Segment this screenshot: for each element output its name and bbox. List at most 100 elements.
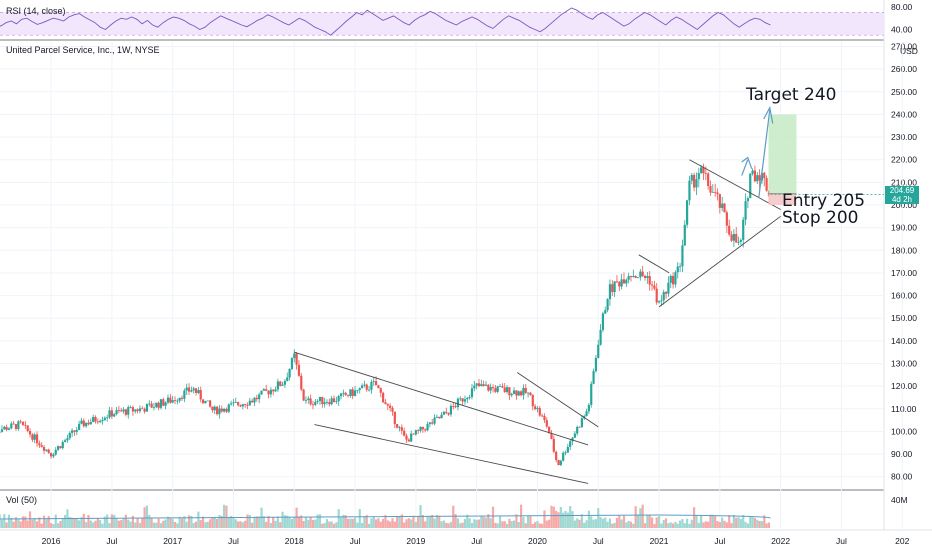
candle — [148, 403, 151, 405]
candle — [522, 387, 525, 396]
candle — [557, 460, 560, 466]
candle — [695, 179, 698, 188]
volume-bar — [541, 523, 544, 528]
volume-bar — [332, 523, 336, 528]
volume-bar — [728, 515, 731, 528]
candle — [428, 422, 431, 425]
volume-bar — [265, 521, 268, 528]
volume-bar — [101, 523, 104, 528]
candle — [763, 172, 766, 179]
volume-bar — [73, 518, 76, 528]
candle — [391, 407, 394, 412]
candle — [613, 281, 616, 293]
volume-bar — [106, 514, 109, 528]
volume-bar — [718, 522, 721, 528]
volume-bar — [131, 515, 135, 528]
volume-bar — [564, 510, 567, 528]
candle — [113, 414, 116, 417]
candle — [21, 421, 25, 425]
profit-zone — [768, 114, 797, 194]
candle — [524, 387, 527, 393]
candle — [14, 424, 18, 429]
candle — [599, 329, 602, 345]
candle — [279, 381, 282, 386]
volume-bar — [517, 521, 520, 528]
candle — [751, 170, 754, 174]
candle — [700, 167, 703, 174]
candle — [526, 392, 530, 394]
volume-bar — [89, 520, 92, 528]
candle — [351, 389, 354, 396]
volume-bar — [363, 516, 366, 528]
volume-bar — [580, 514, 583, 528]
volume-bar — [7, 514, 11, 528]
candle — [372, 381, 375, 382]
volume-bar — [681, 519, 684, 528]
volume-bar — [526, 515, 530, 528]
volume-bar — [730, 523, 733, 528]
volume-bar — [113, 514, 116, 528]
volume-bar — [615, 517, 619, 528]
volume-bar — [690, 519, 693, 528]
candle — [297, 364, 301, 376]
volume-bar — [82, 513, 85, 528]
volume-bar — [346, 518, 350, 528]
volume-bar — [52, 523, 55, 528]
candle — [597, 344, 600, 358]
candle — [40, 445, 43, 447]
volume-bar — [49, 523, 53, 528]
candle — [316, 401, 319, 402]
rsi-title[interactable]: RSI (14, close) — [6, 6, 66, 16]
volume-bar — [697, 522, 700, 528]
volume-bar — [365, 515, 368, 528]
candle — [223, 408, 226, 412]
candle — [412, 433, 415, 435]
volume-bar — [475, 519, 478, 528]
candle — [723, 203, 726, 213]
volume-bar — [396, 516, 399, 528]
volume-bars — [0, 504, 771, 528]
candle — [452, 406, 455, 407]
candle — [309, 398, 312, 405]
candle — [234, 402, 237, 403]
candle — [302, 389, 305, 401]
volume-bar — [54, 514, 57, 528]
volume-bar — [463, 519, 467, 528]
candle — [510, 393, 513, 396]
volume-bar — [725, 522, 728, 528]
volume-bar — [262, 516, 265, 528]
volume-bar — [42, 515, 46, 528]
candle — [753, 170, 757, 182]
candle — [286, 377, 289, 382]
volume-bar — [75, 518, 78, 528]
candle — [358, 388, 361, 390]
volume-bar — [737, 517, 740, 528]
candle — [183, 390, 186, 399]
x-tick-label: 2016 — [42, 536, 61, 546]
y-tick-label: 190.00 — [891, 223, 917, 233]
x-tick-label: 2021 — [650, 536, 669, 546]
candle — [505, 387, 509, 392]
candle — [634, 276, 637, 278]
volume-bar — [744, 522, 747, 528]
volume-bar — [716, 521, 719, 528]
candle — [569, 441, 572, 447]
currency-label: USD — [900, 46, 918, 56]
candle — [28, 430, 32, 435]
volume-bar — [421, 514, 424, 528]
candle — [620, 279, 623, 287]
volume-bar — [145, 505, 149, 528]
volume-bar — [629, 521, 633, 528]
volume-bar — [676, 523, 679, 528]
candle — [559, 460, 562, 466]
volume-bar — [433, 518, 436, 528]
candle — [534, 406, 537, 410]
candle — [141, 408, 144, 410]
candle — [80, 420, 83, 424]
candle — [503, 387, 506, 392]
volume-title[interactable]: Vol (50) — [6, 495, 38, 505]
volume-bar — [711, 514, 714, 528]
volume-bar — [487, 514, 490, 528]
volume-bar — [124, 514, 127, 528]
